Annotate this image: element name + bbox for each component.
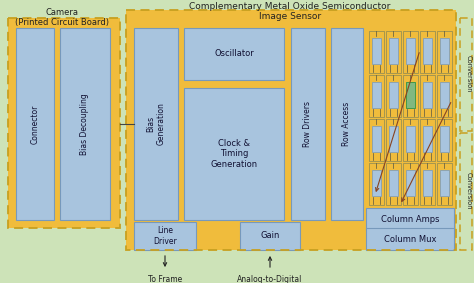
Text: Photon-to-Electron
Conversion: Photon-to-Electron Conversion — [465, 43, 474, 105]
Bar — [389, 38, 398, 64]
Bar — [8, 18, 120, 228]
Bar — [126, 10, 456, 250]
Bar — [403, 119, 418, 161]
Bar — [369, 163, 384, 205]
Text: Connector: Connector — [30, 104, 39, 144]
Text: Camera
(Printed Circuit Board): Camera (Printed Circuit Board) — [15, 8, 109, 27]
Bar — [134, 28, 178, 220]
Bar — [126, 10, 456, 250]
Bar — [369, 75, 384, 117]
Bar — [291, 28, 325, 220]
Text: Clock &
Timing
Generation: Clock & Timing Generation — [210, 139, 257, 169]
Bar — [184, 28, 284, 80]
Bar — [440, 38, 449, 64]
Bar — [460, 133, 472, 250]
Text: Bias
Generation: Bias Generation — [146, 102, 166, 145]
Bar — [389, 170, 398, 196]
Text: Column Amps: Column Amps — [381, 215, 439, 224]
Bar — [420, 75, 435, 117]
Text: Gain: Gain — [260, 231, 280, 241]
Bar — [240, 222, 300, 250]
Bar — [437, 119, 452, 161]
Text: Row Access: Row Access — [343, 102, 352, 146]
Text: Electron-to-Voltage
Conversion: Electron-to-Voltage Conversion — [465, 159, 474, 223]
Text: Oscillator: Oscillator — [214, 50, 254, 59]
Bar — [440, 126, 449, 152]
Bar — [184, 88, 284, 220]
Bar — [406, 82, 415, 108]
Bar — [423, 82, 432, 108]
Bar — [386, 75, 401, 117]
Text: Row Drivers: Row Drivers — [303, 101, 312, 147]
Text: Analog-to-Digital
Conversion: Analog-to-Digital Conversion — [237, 275, 303, 283]
Bar — [403, 163, 418, 205]
Bar — [8, 18, 120, 228]
Bar — [423, 126, 432, 152]
Text: Line
Driver: Line Driver — [153, 226, 177, 246]
Bar — [386, 31, 401, 73]
Bar — [440, 170, 449, 196]
Text: Complementary Metal Oxide Semiconductor
Image Sensor: Complementary Metal Oxide Semiconductor … — [189, 2, 391, 22]
Bar — [386, 163, 401, 205]
Bar — [366, 228, 454, 250]
Bar — [420, 163, 435, 205]
Bar — [134, 222, 196, 250]
Bar — [437, 31, 452, 73]
Bar — [369, 119, 384, 161]
Bar — [331, 28, 363, 220]
Bar — [423, 38, 432, 64]
Bar — [460, 18, 472, 131]
Bar — [372, 82, 381, 108]
Bar — [366, 208, 454, 230]
Bar — [372, 170, 381, 196]
Bar — [420, 119, 435, 161]
Text: Column Mux: Column Mux — [384, 235, 436, 243]
Bar — [440, 82, 449, 108]
Bar — [406, 82, 415, 108]
Bar — [389, 126, 398, 152]
Bar — [386, 119, 401, 161]
Bar — [420, 31, 435, 73]
Bar — [403, 31, 418, 73]
Text: Bias Decoupling: Bias Decoupling — [81, 93, 90, 155]
Bar — [437, 75, 452, 117]
Text: To Frame
Grabber: To Frame Grabber — [148, 275, 182, 283]
Bar — [403, 75, 418, 117]
Bar — [406, 126, 415, 152]
Bar — [369, 31, 384, 73]
Bar — [406, 38, 415, 64]
Bar — [437, 163, 452, 205]
Bar — [372, 126, 381, 152]
Bar — [389, 82, 398, 108]
Bar — [423, 170, 432, 196]
Bar — [406, 170, 415, 196]
Bar — [372, 38, 381, 64]
Bar — [60, 28, 110, 220]
Bar — [16, 28, 54, 220]
